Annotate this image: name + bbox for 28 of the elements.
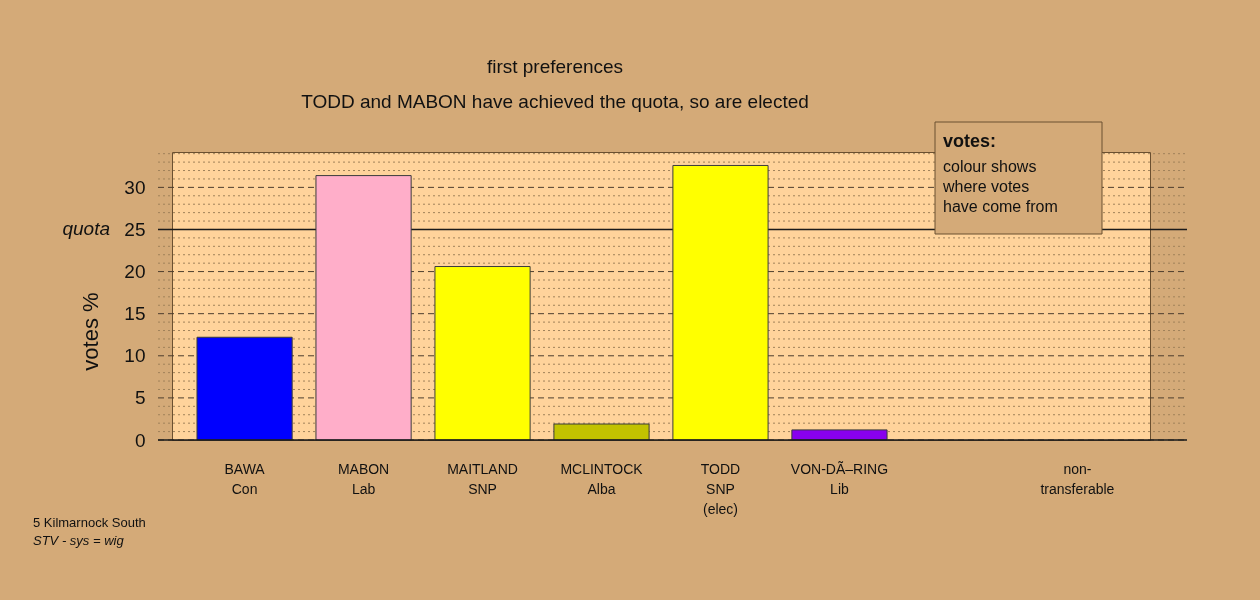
ref-line-label: quota bbox=[62, 218, 110, 240]
y-tick-label: 25 bbox=[124, 218, 146, 240]
text: votes: bbox=[943, 131, 997, 151]
y-tick-label: 10 bbox=[124, 345, 146, 367]
chart-subtitle: TODD and MABON have achieved the quota, so are elected bbox=[301, 90, 809, 112]
x-tick-label: MCLINTOCK Alba bbox=[560, 460, 644, 497]
bar bbox=[553, 423, 650, 441]
x-tick-label: BAWA Con bbox=[224, 460, 266, 497]
x-tick-label: VON-DÃ–RING Lib bbox=[790, 460, 889, 497]
bar bbox=[196, 336, 293, 441]
chart-title: first preferences bbox=[486, 55, 624, 77]
y-tick-label: 0 bbox=[134, 429, 146, 451]
annotation: colour shows where votes have come from bbox=[942, 158, 1058, 215]
text: 5 Kilmarnock South bbox=[33, 515, 146, 530]
y-tick-label: 15 bbox=[124, 303, 146, 325]
y-axis-title: votes % bbox=[77, 292, 103, 371]
bar bbox=[672, 164, 769, 441]
x-tick-label: TODD SNP (elec) bbox=[700, 460, 741, 517]
x-tick-label: MAITLAND SNP bbox=[447, 460, 518, 497]
bar bbox=[791, 429, 888, 441]
text: STV - sys = wig bbox=[33, 533, 125, 548]
y-tick-label: 30 bbox=[124, 176, 146, 198]
bar bbox=[434, 266, 531, 441]
x-tick-label: non- transferable bbox=[1040, 460, 1115, 497]
x-tick-label: MABON Lab bbox=[337, 460, 390, 497]
y-tick-label: 5 bbox=[134, 387, 146, 409]
y-tick-label: 20 bbox=[124, 261, 146, 283]
bar bbox=[315, 175, 412, 441]
